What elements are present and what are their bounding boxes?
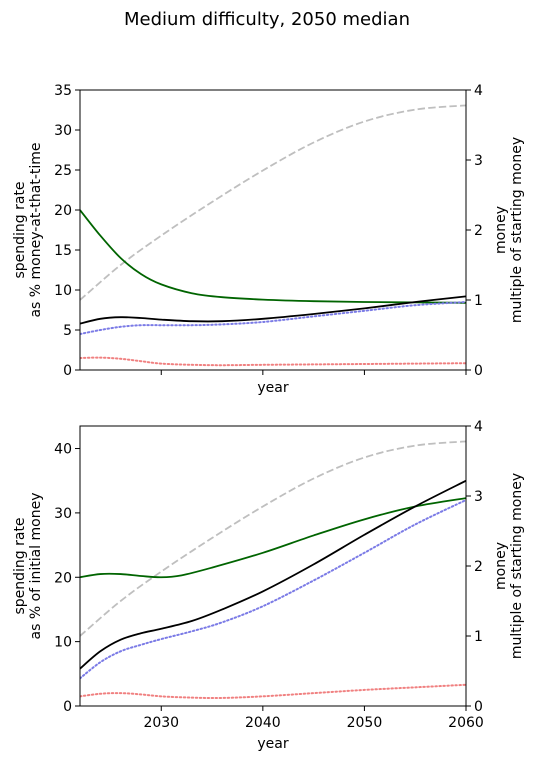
plot-frame [79,425,467,707]
y2-tick-label: 4 [474,83,483,99]
x-axis-label: year [257,736,288,752]
series-line-money [80,440,466,637]
y-tick-label: 20 [54,203,72,219]
y2-tick-label: 1 [474,629,483,645]
series-line-red_dotted [80,683,466,700]
y-axis-label-line: as % of initial money [28,493,44,640]
x-tick-label: 2040 [245,715,281,731]
y2-tick-label: 2 [474,559,483,575]
series-group [80,104,466,367]
y2-tick-label: 0 [474,699,483,715]
y2-tick-label: 4 [474,419,483,435]
x-tick-label: 2030 [143,715,179,731]
y2-axis-label-line: money [493,542,509,590]
series-line-black [80,295,466,325]
y2-tick-label: 0 [474,363,483,379]
y2-tick-label: 1 [474,293,483,309]
y-axis-label-line: as % money-at-that-time [28,142,44,317]
y2-tick-label: 2 [474,223,483,239]
y-tick-label: 15 [54,243,72,259]
series-line-blue_dotted [80,301,466,335]
x-axis-label: year [257,380,288,396]
y-tick-label: 10 [54,635,72,651]
y-tick-label: 0 [63,363,72,379]
series-line-green [80,209,466,304]
y-axis-label-line: spending rate [12,181,28,278]
y-tick-label: 30 [54,123,72,139]
y-tick-label: 0 [63,699,72,715]
plot-frame [79,89,467,371]
series-group [80,440,466,700]
y-axis-label-line: spending rate [12,517,28,614]
y2-axis-label-line: multiple of starting money [509,473,525,659]
y-tick-label: 35 [54,83,72,99]
y2-tick-label: 3 [474,153,483,169]
series-line-green [80,497,466,579]
y-tick-label: 10 [54,283,72,299]
y2-tick-label: 3 [474,489,483,505]
series-line-black [80,479,466,670]
y-tick-label: 25 [54,163,72,179]
y-tick-label: 20 [54,570,72,586]
y-tick-label: 5 [63,323,72,339]
y-tick-label: 30 [54,506,72,522]
series-line-money [80,104,466,301]
series-line-red_dotted [80,356,466,367]
series-line-blue_dotted [80,499,466,680]
y2-axis-label-line: money [493,206,509,254]
subplot-1: 0 5 10 15 20 25 30 35 0 1 2 3 4 year spending rate as %… [12,83,525,396]
suptitle: Medium difficulty, 2050 median [124,9,410,30]
y-tick-label: 40 [54,442,72,458]
y2-axis-label-line: multiple of starting money [509,137,525,323]
x-tick-label: 2050 [347,715,383,731]
x-tick-label: 2060 [448,715,484,731]
